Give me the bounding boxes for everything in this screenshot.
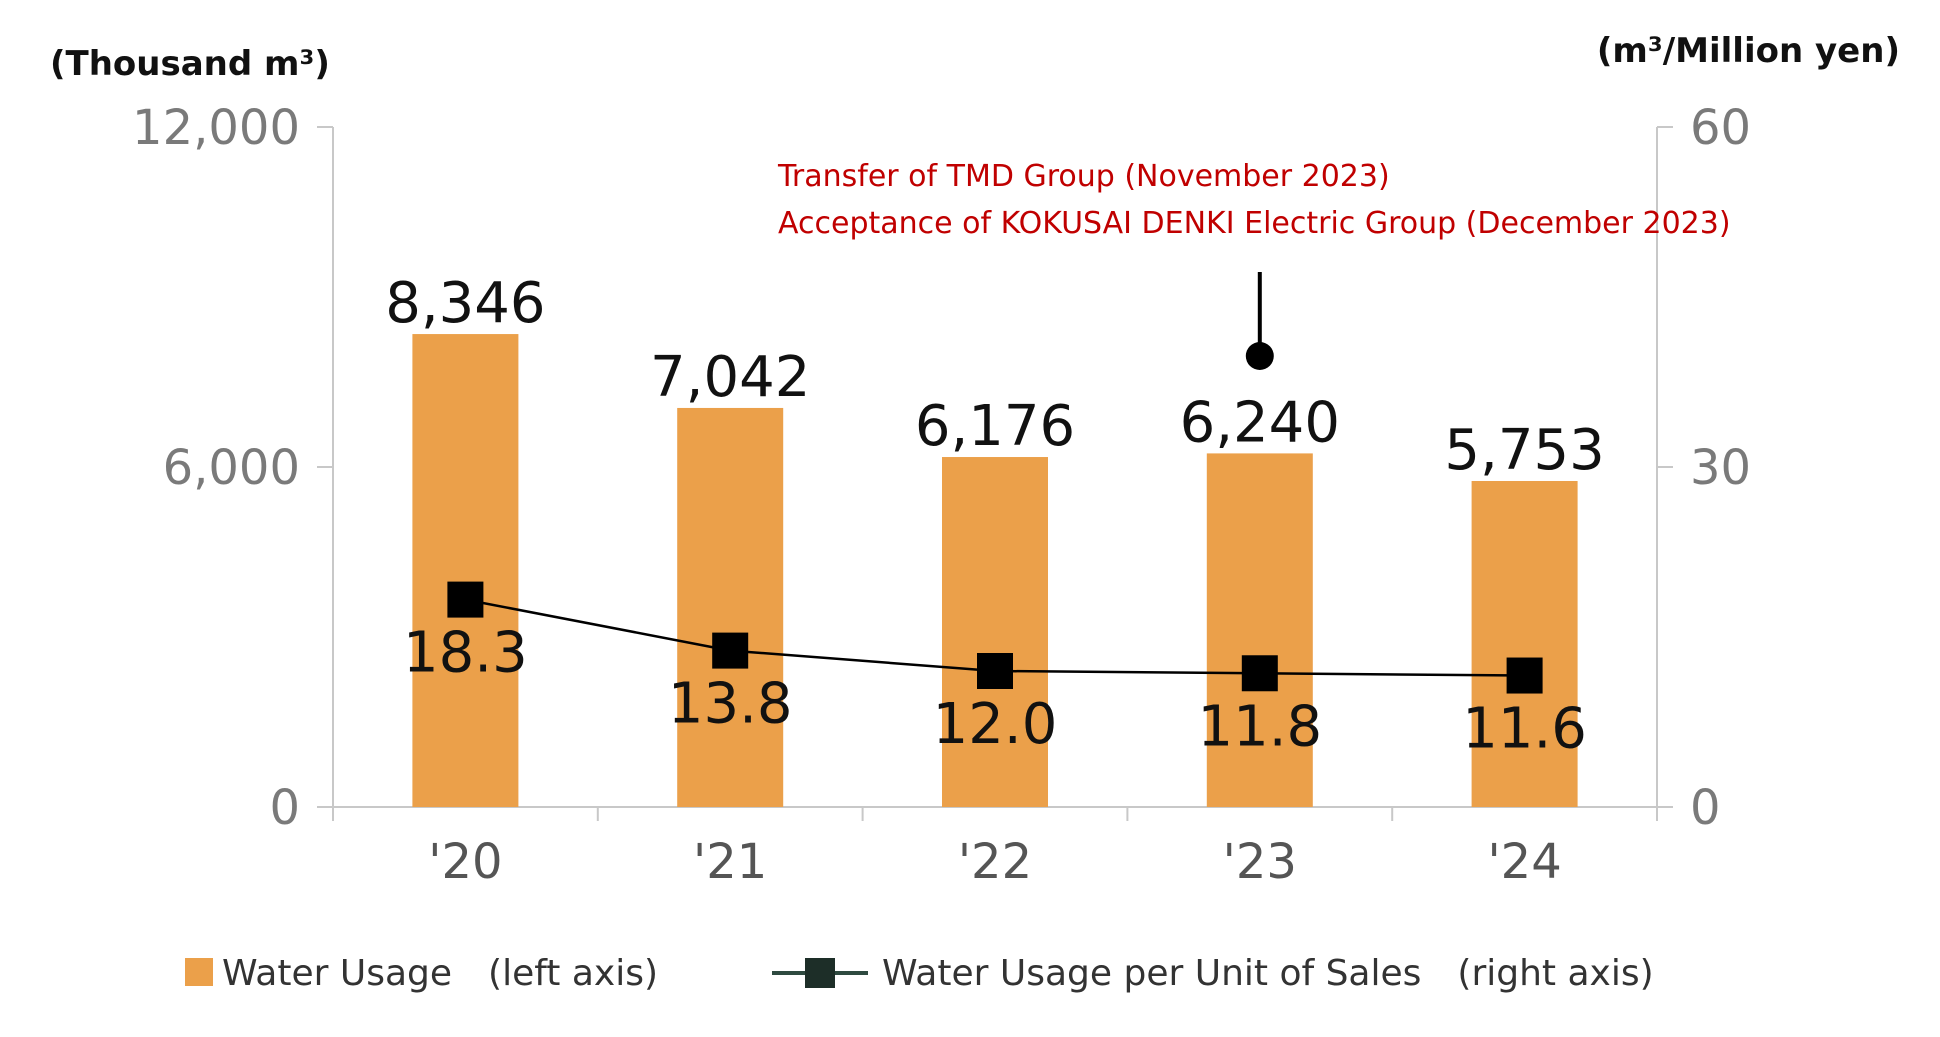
right-tick-label: 30 (1690, 440, 1751, 496)
line-point-marker (1506, 657, 1543, 694)
line-value-label: 12.0 (933, 692, 1058, 757)
x-tick-label: '21 (693, 834, 767, 890)
bar-value-label: 8,346 (385, 271, 545, 336)
bar-value-label: 7,042 (650, 345, 810, 410)
bars: 8,346 7,042 6,176 6,240 5,753 (385, 271, 1605, 807)
line-point-marker (447, 581, 484, 618)
right-axis-unit: (m³/Million yen) (1597, 31, 1900, 71)
x-tick-label: '20 (428, 834, 502, 890)
line-value-label: 11.8 (1197, 694, 1322, 759)
legend-bar-label: Water Usage (left axis) (222, 953, 658, 994)
line-series: 18.3 13.8 12.0 11.8 11.6 (403, 581, 1587, 762)
bar (1471, 480, 1578, 807)
bar-value-label: 5,753 (1444, 418, 1604, 483)
bar-value-label: 6,240 (1180, 390, 1340, 455)
annotation-line-2: Acceptance of KOKUSAI DENKI Electric Gro… (778, 206, 1731, 241)
legend-line-marker (805, 958, 835, 988)
legend-bar-swatch (185, 958, 213, 986)
annotation-pointer-dot (1245, 342, 1274, 370)
line-point-marker (712, 632, 749, 669)
line-point-marker (1241, 655, 1278, 692)
bar (942, 457, 1048, 807)
line-value-label: 13.8 (668, 672, 793, 737)
axes: 0 6,000 12,000 0 30 60 '20 '21 '22 '23 '24 (132, 100, 1751, 890)
left-tick-label: 6,000 (163, 440, 300, 496)
bar-value-label: 6,176 (915, 394, 1075, 459)
legend: Water Usage (left axis) Water Usage per … (185, 953, 1654, 994)
annotation: Transfer of TMD Group (November 2023) Ac… (777, 159, 1731, 370)
line-value-label: 18.3 (403, 621, 528, 686)
bar (1206, 453, 1313, 807)
bar (412, 334, 519, 807)
legend-line-label: Water Usage per Unit of Sales (right axi… (882, 953, 1654, 994)
right-tick-label: 0 (1690, 780, 1721, 836)
line-value-label: 11.6 (1462, 697, 1587, 762)
left-tick-label: 12,000 (132, 100, 300, 156)
bar (677, 407, 784, 807)
left-axis-unit: (Thousand m³) (50, 44, 330, 84)
x-tick-label: '23 (1223, 834, 1297, 890)
x-tick-label: '22 (958, 834, 1032, 890)
right-tick-label: 60 (1690, 100, 1751, 156)
left-tick-label: 0 (269, 780, 300, 836)
line-point-marker (977, 653, 1013, 689)
x-tick-label: '24 (1487, 834, 1561, 890)
annotation-line-1: Transfer of TMD Group (November 2023) (777, 159, 1390, 194)
